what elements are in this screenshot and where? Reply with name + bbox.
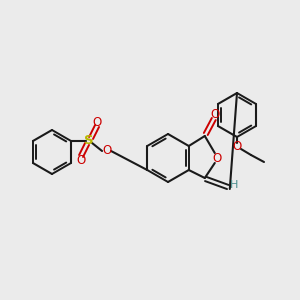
Text: H: H (230, 180, 238, 190)
Text: O: O (92, 116, 102, 128)
Text: S: S (84, 134, 94, 148)
Text: O: O (210, 109, 219, 122)
Text: O: O (212, 152, 221, 164)
Text: O: O (102, 145, 112, 158)
Text: O: O (76, 154, 86, 166)
Text: O: O (232, 140, 242, 154)
